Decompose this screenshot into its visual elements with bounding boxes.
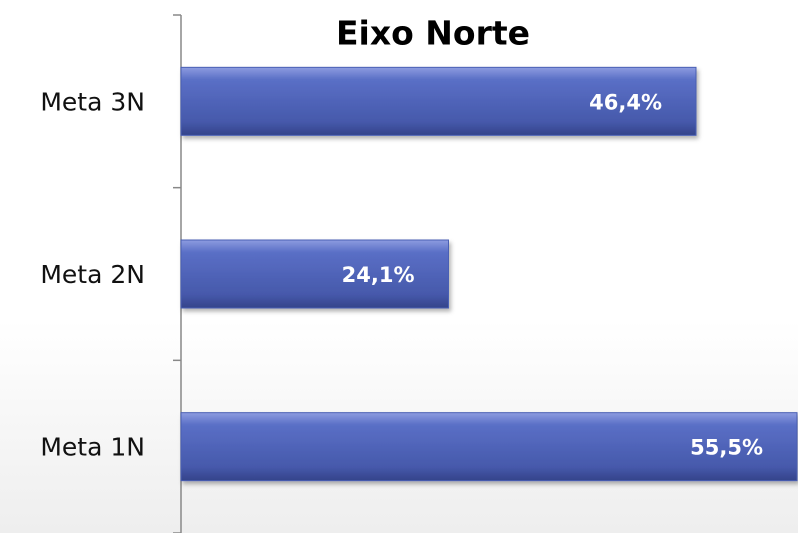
value-label: 46,4% <box>589 90 662 114</box>
bar <box>180 412 798 482</box>
category-label: Meta 3N <box>40 87 145 116</box>
bar <box>180 239 449 309</box>
category-label: Meta 1N <box>40 433 145 462</box>
category-label: Meta 2N <box>40 260 145 289</box>
value-label: 55,5% <box>690 436 763 460</box>
value-label: 24,1% <box>342 263 415 287</box>
chart-title: Eixo Norte <box>336 14 530 53</box>
bar <box>180 66 697 136</box>
